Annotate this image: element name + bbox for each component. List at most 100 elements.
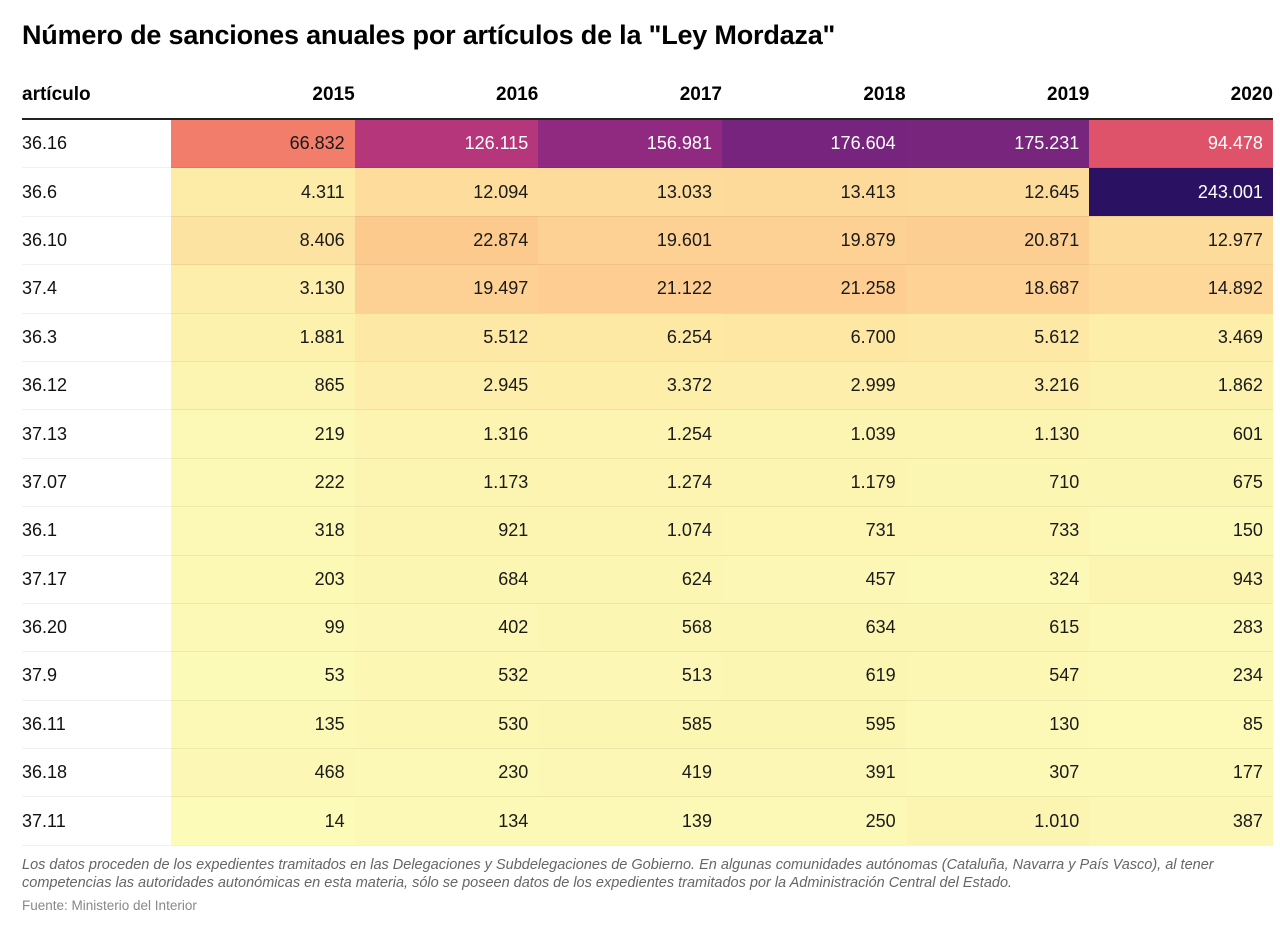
- heat-cell: 134: [354, 796, 539, 846]
- article-label: 37.9: [22, 651, 171, 701]
- heat-cell: 135: [171, 700, 355, 750]
- heat-cell: 203: [171, 555, 355, 604]
- heat-cell: 733: [905, 506, 1090, 556]
- heat-cell: 634: [721, 603, 906, 653]
- column-header-year: 2017: [538, 72, 722, 120]
- article-label: 37.4: [22, 264, 171, 314]
- footnote: Los datos proceden de los expedientes tr…: [22, 857, 1214, 891]
- heat-cell: 1.862: [1089, 361, 1273, 411]
- heat-cell: 684: [354, 555, 539, 604]
- heat-cell: 710: [905, 458, 1090, 508]
- table-row: 36.1 318 921 1.074 731 733 150: [22, 506, 1273, 556]
- heat-cell: 615: [905, 603, 1090, 653]
- table-row: 37.13 219 1.316 1.254 1.039 1.130 601: [22, 409, 1273, 459]
- heat-cell: 3.216: [905, 361, 1090, 411]
- heat-cell: 5.512: [354, 313, 539, 362]
- heat-cell: 156.981: [538, 119, 722, 169]
- heat-cell: 175.231: [905, 119, 1090, 169]
- heat-cell: 387: [1089, 796, 1273, 846]
- heat-cell: 4.311: [171, 167, 355, 217]
- table-row: 37.11 14 134 139 250 1.010 387: [22, 796, 1273, 846]
- column-header-year: 2020: [1089, 72, 1273, 120]
- heat-cell: 595: [721, 700, 906, 750]
- heat-cell: 513: [538, 651, 722, 701]
- table-row: 36.6 4.311 12.094 13.033 13.413 12.645 243.001: [22, 167, 1273, 217]
- article-label: 36.3: [22, 313, 171, 362]
- heat-cell: 13.033: [538, 167, 722, 217]
- table-row: 37.4 3.130 19.497 21.122 21.258 18.687 14.892: [22, 264, 1273, 314]
- heat-cell: 1.881: [171, 313, 355, 362]
- heat-cell: 402: [354, 603, 539, 653]
- heat-cell: 234: [1089, 651, 1273, 701]
- heat-cell: 20.871: [905, 216, 1090, 266]
- heat-cell: 94.478: [1089, 119, 1273, 169]
- article-label: 37.07: [22, 458, 171, 508]
- heat-cell: 307: [905, 748, 1090, 798]
- heat-cell: 585: [538, 700, 722, 750]
- heat-cell: 222: [171, 458, 355, 508]
- heat-cell: 391: [721, 748, 906, 798]
- column-header-year: 2015: [171, 72, 355, 120]
- heat-cell: 176.604: [721, 119, 906, 169]
- heat-cell: 14.892: [1089, 264, 1273, 314]
- heat-cell: 2.999: [721, 361, 906, 411]
- heat-cell: 53: [171, 651, 355, 701]
- table-row: 37.17 203 684 624 457 324 943: [22, 555, 1273, 604]
- article-label: 37.11: [22, 796, 171, 846]
- heat-cell: 1.039: [721, 409, 906, 459]
- table-row: 36.16 66.832 126.115 156.981 176.604 175.231 9…: [22, 119, 1273, 169]
- heat-cell: 1.074: [538, 506, 722, 556]
- heat-cell: 130: [905, 700, 1090, 750]
- table-row: 36.20 99 402 568 634 615 283: [22, 603, 1273, 653]
- heat-cell: 3.130: [171, 264, 355, 314]
- heat-cell: 66.832: [171, 119, 355, 169]
- heat-cell: 3.469: [1089, 313, 1273, 362]
- heat-cell: 1.316: [354, 409, 539, 459]
- column-header-year: 2016: [354, 72, 539, 120]
- heat-cell: 1.010: [905, 796, 1090, 846]
- article-label: 37.13: [22, 409, 171, 459]
- article-label: 36.10: [22, 216, 171, 266]
- heat-cell: 532: [354, 651, 539, 701]
- heat-cell: 19.497: [354, 264, 539, 314]
- heat-cell: 18.687: [905, 264, 1090, 314]
- heat-cell: 250: [721, 796, 906, 846]
- heat-cell: 230: [354, 748, 539, 798]
- article-label: 36.18: [22, 748, 171, 798]
- header-row: artículo 2015 2016 2017 2018 2019 2020: [22, 72, 1273, 120]
- article-label: 36.6: [22, 167, 171, 217]
- heat-cell: 177: [1089, 748, 1273, 798]
- column-header-year: 2018: [721, 72, 906, 120]
- heat-cell: 1.173: [354, 458, 539, 508]
- heat-cell: 6.700: [721, 313, 906, 362]
- heat-cell: 150: [1089, 506, 1273, 556]
- article-label: 36.11: [22, 700, 171, 750]
- heat-cell: 21.258: [721, 264, 906, 314]
- heat-cell: 8.406: [171, 216, 355, 266]
- heat-cell: 1.179: [721, 458, 906, 508]
- heat-cell: 22.874: [354, 216, 539, 266]
- row-header: artículo: [22, 72, 171, 120]
- heat-cell: 530: [354, 700, 539, 750]
- article-label: 36.20: [22, 603, 171, 653]
- heat-cell: 731: [721, 506, 906, 556]
- heat-cell: 1.130: [905, 409, 1090, 459]
- heat-cell: 943: [1089, 555, 1273, 604]
- table-row: 36.11 135 530 585 595 130 85: [22, 700, 1273, 750]
- heat-cell: 6.254: [538, 313, 722, 362]
- table-row: 36.10 8.406 22.874 19.601 19.879 20.871 12.977: [22, 216, 1273, 266]
- heat-cell: 126.115: [354, 119, 539, 169]
- heat-cell: 921: [354, 506, 539, 556]
- heat-cell: 283: [1089, 603, 1273, 653]
- heat-cell: 219: [171, 409, 355, 459]
- heat-cell: 547: [905, 651, 1090, 701]
- article-label: 36.16: [22, 119, 171, 169]
- heat-cell: 619: [721, 651, 906, 701]
- heat-cell: 139: [538, 796, 722, 846]
- heat-cell: 12.977: [1089, 216, 1273, 266]
- table-row: 36.3 1.881 5.512 6.254 6.700 5.612 3.469: [22, 313, 1273, 362]
- heat-cell: 2.945: [354, 361, 539, 411]
- heat-cell: 3.372: [538, 361, 722, 411]
- heat-cell: 1.254: [538, 409, 722, 459]
- chart-title: Número de sanciones anuales por artículo…: [22, 20, 836, 50]
